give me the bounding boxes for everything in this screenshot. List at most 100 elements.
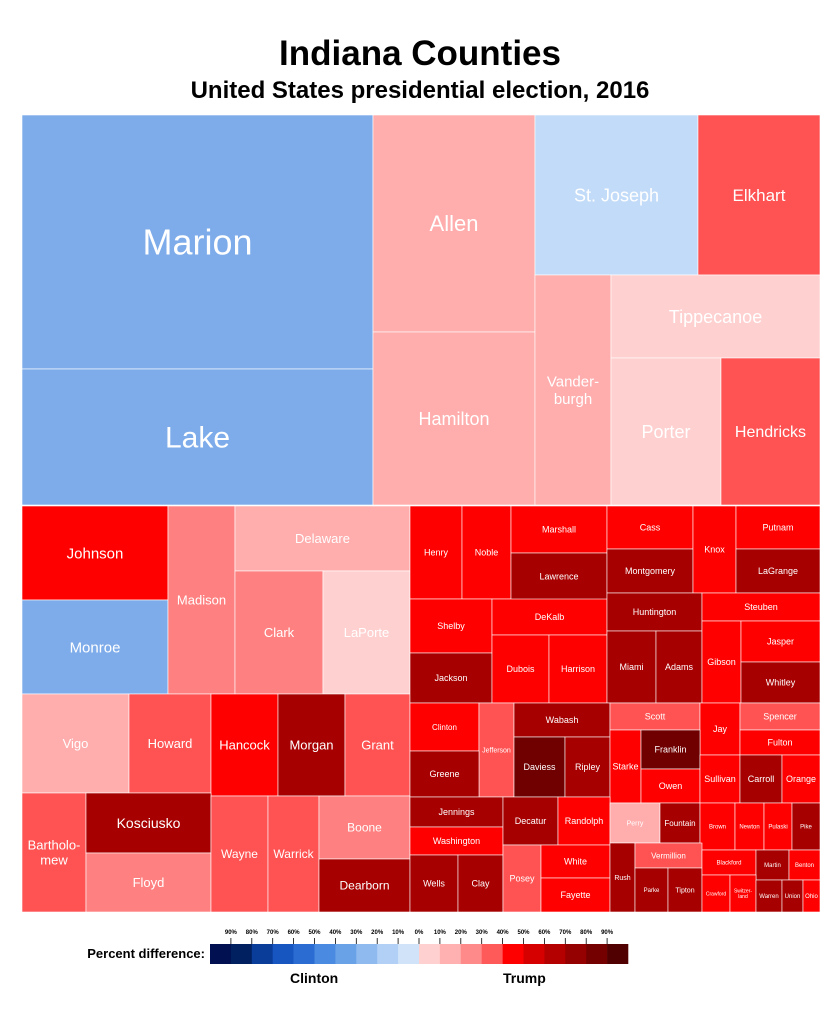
legend-tick-label: 20% bbox=[371, 930, 384, 936]
legend-swatch bbox=[251, 944, 273, 964]
county-tile-montgomery bbox=[606, 548, 694, 594]
county-tile-dearborn bbox=[318, 858, 411, 913]
legend-tick-label: 80% bbox=[245, 930, 258, 936]
legend-tick-label: 60% bbox=[538, 930, 551, 936]
county-label-steuben: Steuben bbox=[744, 602, 778, 612]
county-label-vigo: Vigo bbox=[63, 736, 89, 751]
county-tile-vigo bbox=[21, 693, 130, 794]
county-label-lawrence: Lawrence bbox=[539, 572, 578, 582]
county-label-delaware: Delaware bbox=[295, 531, 350, 546]
county-tile-huntington bbox=[606, 592, 703, 632]
county-label-knox: Knox bbox=[704, 545, 725, 555]
county-tile-fayette bbox=[540, 877, 611, 913]
legend-trump-label: Trump bbox=[503, 970, 546, 986]
county-tile-decatur bbox=[502, 796, 559, 846]
county-tile-jackson bbox=[409, 652, 493, 704]
legend-swatch bbox=[460, 944, 482, 964]
county-tile-steuben bbox=[701, 592, 821, 622]
county-label-hendricks: Hendricks bbox=[735, 424, 806, 441]
county-label-starke: Starke bbox=[612, 762, 638, 772]
legend-tick-label: 90% bbox=[601, 930, 614, 936]
county-label-huntington: Huntington bbox=[633, 607, 677, 617]
legend-swatch bbox=[419, 944, 441, 964]
county-label-miami: Miami bbox=[620, 662, 644, 672]
legend-clinton-label: Clinton bbox=[290, 970, 339, 986]
county-tile-starke bbox=[609, 729, 642, 804]
county-label-dubois: Dubois bbox=[506, 664, 535, 674]
legend-swatch bbox=[607, 944, 629, 964]
county-tile-putnam bbox=[735, 505, 821, 550]
county-tile-jasper bbox=[740, 620, 821, 663]
legend-swatch bbox=[335, 944, 357, 964]
county-tile-crawford bbox=[701, 874, 731, 913]
county-tile-brown bbox=[699, 802, 736, 851]
county-tile-floyd bbox=[85, 852, 212, 913]
county-label-wayne: Wayne bbox=[221, 847, 258, 861]
county-tile-posey bbox=[502, 844, 542, 913]
county-label-jay: Jay bbox=[713, 724, 728, 734]
county-tile-perry bbox=[609, 802, 661, 844]
legend-swatch bbox=[210, 944, 232, 964]
county-label-washington: Washington bbox=[433, 836, 480, 846]
legend-tick-label: 70% bbox=[559, 930, 572, 936]
county-label-clinton: Clinton bbox=[432, 723, 457, 732]
county-tile-marion bbox=[21, 114, 374, 370]
county-label-posey: Posey bbox=[509, 874, 535, 884]
county-label-porter: Porter bbox=[641, 422, 690, 442]
county-label-rush: Rush bbox=[614, 875, 630, 882]
county-label-fountain: Fountain bbox=[664, 819, 695, 828]
county-label-jackson: Jackson bbox=[434, 673, 467, 683]
county-tile-miami bbox=[606, 630, 657, 704]
county-label-scott: Scott bbox=[645, 712, 666, 722]
legend-tick-label: 90% bbox=[224, 930, 237, 936]
county-tile-greene bbox=[409, 750, 480, 798]
county-label-union: Union bbox=[785, 894, 801, 900]
county-tile-warrick bbox=[267, 795, 320, 913]
county-label-lake: Lake bbox=[165, 422, 230, 455]
county-tile-gibson bbox=[701, 620, 742, 704]
county-tile-jay bbox=[699, 702, 741, 756]
county-tile-cass bbox=[606, 505, 694, 550]
legend-tick-label: 50% bbox=[308, 930, 321, 936]
legend-tick-label: 20% bbox=[454, 930, 467, 936]
county-label-floyd: Floyd bbox=[133, 875, 165, 890]
legend-title: Percent difference: bbox=[87, 946, 205, 961]
legend-tick-label: 70% bbox=[266, 930, 279, 936]
county-tile-delaware bbox=[234, 505, 411, 572]
county-tile-madison bbox=[167, 505, 236, 695]
county-tile-shelby bbox=[409, 598, 493, 654]
county-tile-wayne bbox=[210, 795, 269, 913]
legend-swatch bbox=[439, 944, 462, 964]
county-label-ripley: Ripley bbox=[575, 762, 601, 772]
county-label-montgomery: Montgomery bbox=[625, 566, 676, 576]
chart-subtitle: United States presidential election, 201… bbox=[190, 77, 650, 104]
county-tile-monroe bbox=[21, 599, 169, 695]
county-tile-pike bbox=[791, 802, 821, 851]
county-tile-pulaski bbox=[763, 802, 793, 851]
county-tile-orange bbox=[781, 754, 821, 804]
county-label-dearborn: Dearborn bbox=[339, 879, 389, 893]
county-tile-jefferson bbox=[478, 702, 515, 798]
county-tile-harrison bbox=[548, 634, 608, 704]
county-tile-adams bbox=[655, 630, 703, 704]
legend-tick-label: 60% bbox=[287, 930, 300, 936]
county-tile-henry bbox=[409, 505, 463, 600]
legend-swatch bbox=[565, 944, 587, 964]
county-label-lagrange: LaGrange bbox=[758, 566, 798, 576]
county-label-parke: Parke bbox=[644, 888, 660, 894]
county-label-noble: Noble bbox=[475, 548, 499, 558]
chart-title: Indiana Counties bbox=[279, 34, 561, 73]
county-tile-parke bbox=[634, 867, 669, 913]
county-label-monroe: Monroe bbox=[70, 639, 121, 656]
county-label-switzer-land: Switzer-land bbox=[734, 888, 752, 900]
county-tile-howard bbox=[128, 693, 212, 794]
county-label-daviess: Daviess bbox=[523, 762, 556, 772]
county-label-newton: Newton bbox=[739, 825, 759, 831]
county-tile-white bbox=[540, 844, 611, 879]
county-label-vermillion: Vermillion bbox=[651, 851, 686, 860]
county-label-elkhart: Elkhart bbox=[733, 186, 786, 205]
legend-swatch bbox=[586, 944, 608, 964]
county-tile-switzer-land bbox=[729, 874, 757, 913]
county-tile-ohio bbox=[802, 879, 821, 913]
